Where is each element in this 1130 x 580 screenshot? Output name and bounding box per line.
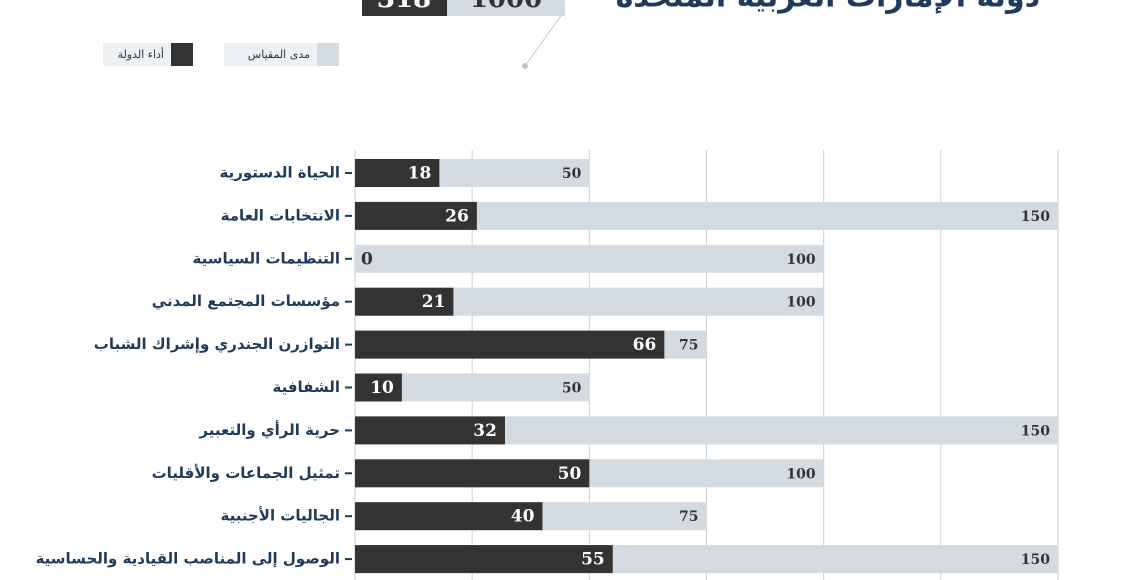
- category-label: الوصول إلى المناصب القيادية والحساسية: [36, 550, 340, 568]
- scale-label: 75: [679, 338, 698, 354]
- legend-swatch: [317, 43, 339, 66]
- bar: [355, 201, 477, 230]
- legend-bg: [103, 43, 193, 66]
- legend-label: مدى المقياس: [248, 48, 310, 61]
- category-label: تمثيل الجماعات والأقليات: [152, 464, 340, 482]
- scale-label: 50: [562, 166, 582, 182]
- value-label: 55: [581, 550, 605, 570]
- bar: [355, 373, 402, 402]
- scale-label: 150: [1021, 209, 1050, 225]
- bar: [355, 416, 505, 445]
- bar: [355, 502, 543, 531]
- value-label: 18: [408, 164, 432, 184]
- value-label: 66: [633, 335, 657, 355]
- scale-label: 50: [562, 381, 582, 397]
- score-box: [362, 0, 447, 16]
- bar: [355, 459, 590, 488]
- category-label: التنظيمات السياسية: [192, 249, 340, 267]
- decor-line: [524, 9, 566, 67]
- category-label: الشفافية: [272, 378, 340, 396]
- category-label: الحياة الدستورية: [220, 164, 341, 182]
- chart-title: دولة الإمارات العربية المتحدة: [616, 0, 1040, 15]
- score-value: 318: [377, 0, 431, 14]
- category-label: التوازرن الجندري وإشراك الشباب: [94, 335, 340, 354]
- value-label: 10: [370, 378, 394, 398]
- legend-label: أداء الدولة: [118, 47, 164, 61]
- scale-label: 100: [786, 295, 815, 311]
- scale-label: 100: [786, 252, 815, 268]
- bar: [355, 545, 613, 574]
- category-label: الانتخابات العامة: [221, 206, 340, 224]
- value-label: 0: [361, 249, 373, 269]
- value-label: 21: [422, 292, 446, 312]
- bar: [355, 330, 665, 359]
- value-label: 26: [445, 206, 469, 226]
- category-label: مؤسسات المجتمع المدني: [152, 292, 340, 310]
- value-label: 40: [511, 507, 535, 527]
- category-label: حرية الرأي والتعبير: [198, 420, 340, 440]
- total-box: [447, 0, 565, 16]
- scale-label: 75: [679, 509, 698, 525]
- value-label: 50: [558, 464, 582, 484]
- value-label: 32: [473, 421, 497, 441]
- legend-swatch: [171, 43, 193, 66]
- scale-label: 150: [1021, 423, 1050, 439]
- scale-label: 100: [786, 466, 815, 482]
- bar: [355, 244, 824, 273]
- scale-label: 150: [1021, 552, 1050, 568]
- bar: [355, 159, 440, 187]
- decor-dot: [522, 63, 528, 69]
- legend-bg: [224, 43, 339, 66]
- category-label: الجاليات الأجنبية: [221, 507, 341, 525]
- bar: [355, 287, 454, 316]
